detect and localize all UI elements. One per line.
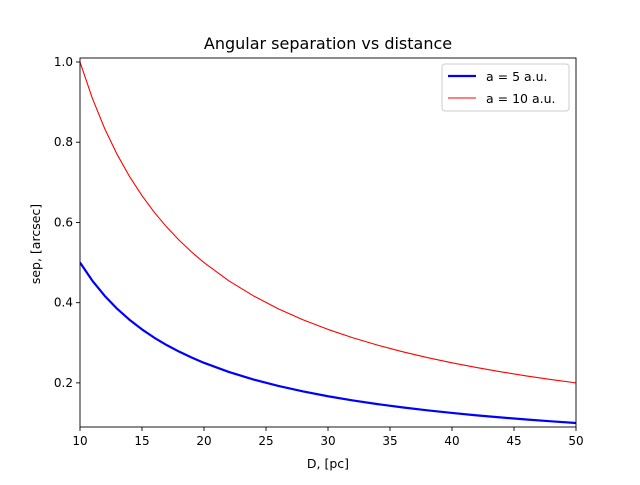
x-tick-label: 10 bbox=[72, 434, 87, 448]
x-tick-label: 45 bbox=[506, 434, 521, 448]
legend: a = 5 a.u. a = 10 a.u. bbox=[441, 63, 570, 112]
x-tick-label: 35 bbox=[382, 434, 397, 448]
y-tick-label: 0.4 bbox=[54, 296, 73, 310]
x-tick-label: 15 bbox=[134, 434, 149, 448]
series-line-1 bbox=[80, 261, 576, 425]
y-tick-label: 1.0 bbox=[54, 55, 73, 69]
x-axis: 10 15 20 25 30 35 40 45 50 bbox=[72, 427, 584, 448]
y-tick-label: 0.6 bbox=[54, 215, 73, 229]
x-tick-label: 40 bbox=[444, 434, 459, 448]
y-axis-label: sep, [arcsec] bbox=[28, 204, 43, 284]
x-tick-label: 50 bbox=[568, 434, 583, 448]
y-tick-label: 0.2 bbox=[54, 376, 73, 390]
x-tick-label: 20 bbox=[196, 434, 211, 448]
y-axis: 0.2 0.4 0.6 0.8 1.0 bbox=[54, 55, 80, 390]
x-axis-label: D, [pc] bbox=[307, 456, 349, 471]
chart-title: Angular separation vs distance bbox=[204, 34, 452, 53]
y-tick-label: 0.8 bbox=[54, 135, 73, 149]
series-line-2 bbox=[80, 61, 576, 384]
legend-label-2: a = 10 a.u. bbox=[486, 91, 556, 106]
legend-label-1: a = 5 a.u. bbox=[486, 69, 548, 84]
x-tick-label: 25 bbox=[258, 434, 273, 448]
x-tick-label: 30 bbox=[320, 434, 335, 448]
